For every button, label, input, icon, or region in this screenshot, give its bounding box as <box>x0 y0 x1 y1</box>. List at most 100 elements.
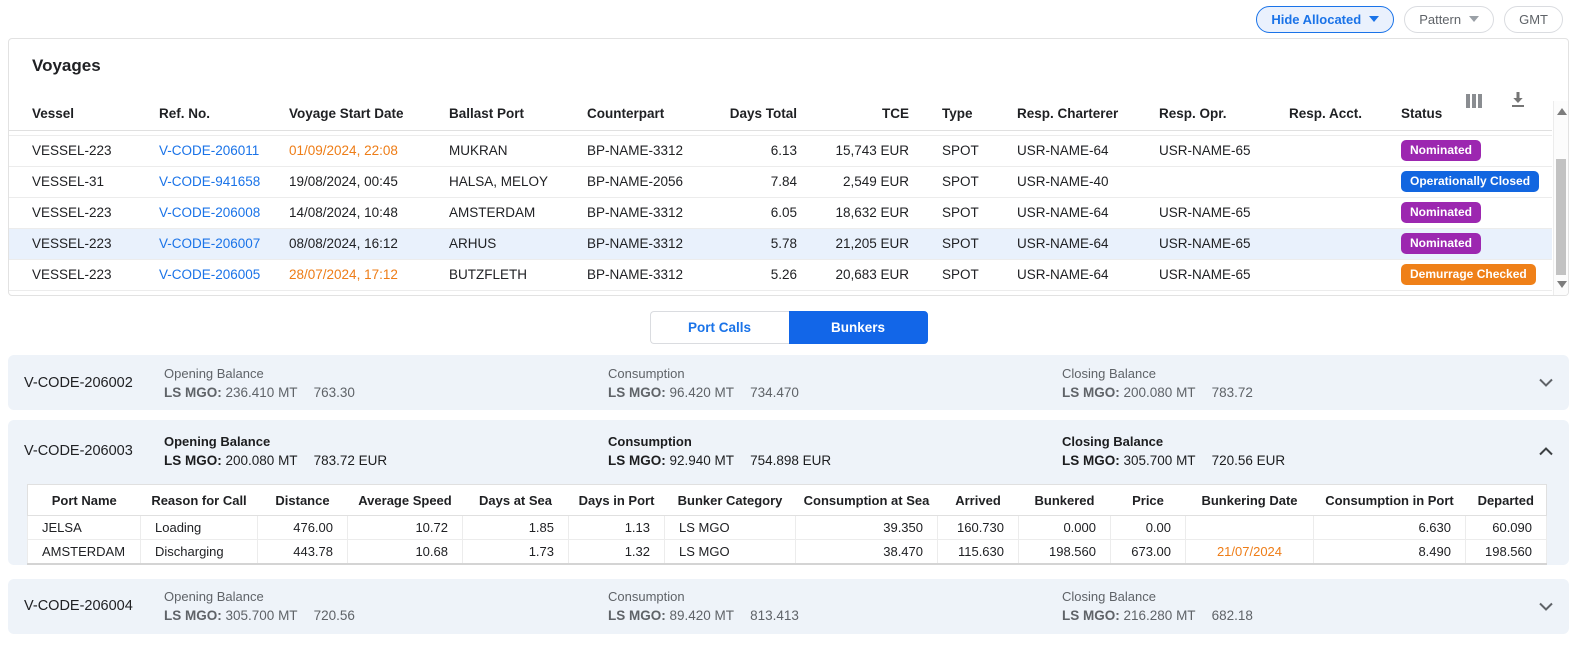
consumption: Consumption LS MGO: 92.940 MT 754.898 EUR <box>608 434 832 468</box>
consumption: Consumption LS MGO: 96.420 MT 734.470 <box>608 365 799 400</box>
column-header-tce: TCE <box>799 97 911 131</box>
resp-charterer-cell: USR-NAME-40 <box>1017 166 1159 198</box>
tab-port-calls[interactable]: Port Calls <box>649 311 789 344</box>
bunker-section-206003: V-CODE-206003 Opening Balance LS MGO: 20… <box>8 420 1569 565</box>
tce-cell: 21,205 EUR <box>799 228 911 260</box>
resp-charterer-cell: USR-NAME-64 <box>1017 228 1159 260</box>
days-total-cell: 5.26 <box>709 259 799 291</box>
price-cell: 0.00 <box>1110 515 1186 540</box>
section-header[interactable]: V-CODE-206003 Opening Balance LS MGO: 20… <box>24 420 1553 482</box>
tab-bunkers[interactable]: Bunkers <box>788 311 928 344</box>
average-speed-cell: 10.72 <box>347 515 463 540</box>
voyage-ref-link[interactable]: V-CODE-206008 <box>159 205 261 220</box>
counterpart-cell: BP-NAME-2056 <box>587 166 709 198</box>
type-cell: SPOT <box>911 259 1017 291</box>
tce-cell: 15,743 EUR <box>799 135 911 167</box>
voyage-ref-link[interactable]: V-CODE-206011 <box>159 143 260 158</box>
voyage-start-date: 28/07/2024, 17:12 <box>289 267 398 282</box>
vessel-cell: VESSEL-31 <box>9 166 159 198</box>
resp-acct-cell <box>1289 228 1401 260</box>
days-total-cell: 6.05 <box>709 197 799 229</box>
days-in-port-cell: 1.32 <box>568 539 665 564</box>
section-header[interactable]: V-CODE-206004 Opening Balance LS MGO: 30… <box>24 579 1553 634</box>
status-badge: Nominated <box>1401 233 1482 254</box>
distance-cell: 443.78 <box>257 539 348 564</box>
table-header-row: Vessel Ref. No. Voyage Start Date Ballas… <box>9 97 1552 131</box>
consumption-in-port-cell: 6.630 <box>1313 515 1466 540</box>
column-header-bunkered: Bunkered <box>1018 484 1111 516</box>
column-header-ballast-port: Ballast Port <box>449 97 587 131</box>
column-header-bunkering-date: Bunkering Date <box>1185 484 1314 516</box>
section-header[interactable]: V-CODE-206002 Opening Balance LS MGO: 23… <box>24 355 1553 410</box>
reason-cell: Discharging <box>140 539 258 564</box>
scroll-thumb[interactable] <box>1556 159 1566 275</box>
status-badge: Nominated <box>1401 202 1482 223</box>
download-icon[interactable] <box>1510 91 1526 111</box>
resp-acct-cell <box>1289 259 1401 291</box>
scroll-down-button[interactable] <box>1557 281 1567 288</box>
vessel-cell: VESSEL-223 <box>9 259 159 291</box>
consumption-in-port-cell: 8.490 <box>1313 539 1466 564</box>
ballast-port-cell: MUKRAN <box>449 135 587 167</box>
columns-icon[interactable] <box>1466 94 1482 108</box>
consumption: Consumption LS MGO: 89.420 MT 813.413 <box>608 589 799 623</box>
table-row[interactable]: VESSEL-31 V-CODE-941658 19/08/2024, 00:4… <box>9 166 1552 198</box>
voyage-ref-link[interactable]: V-CODE-206007 <box>159 236 261 251</box>
column-header-days-at-sea: Days at Sea <box>462 484 569 516</box>
status-badge: Nominated <box>1401 140 1482 161</box>
table-row[interactable]: JELSA Loading 476.00 10.72 1.85 1.13 LS … <box>27 515 1547 540</box>
counterpart-cell: BP-NAME-3312 <box>587 135 709 167</box>
ballast-port-cell: AMSTERDAM <box>449 197 587 229</box>
bunker-section-206004: V-CODE-206004 Opening Balance LS MGO: 30… <box>8 578 1569 634</box>
table-row[interactable]: VESSEL-223 V-CODE-206008 14/08/2024, 10:… <box>9 197 1552 229</box>
bunkered-cell: 198.560 <box>1018 539 1111 564</box>
bunkering-date-cell <box>1185 515 1314 540</box>
consumption-at-sea-cell: 39.350 <box>795 515 938 540</box>
scroll-up-button[interactable] <box>1557 108 1567 115</box>
ballast-port-cell: ARHUS <box>449 228 587 260</box>
column-header-arrived: Arrived <box>937 484 1019 516</box>
closing-balance: Closing Balance LS MGO: 305.700 MT 720.56… <box>1062 434 1286 468</box>
table-row[interactable]: VESSEL-223 V-CODE-206005 28/07/2024, 17:… <box>9 259 1552 291</box>
tce-cell: 20,683 EUR <box>799 259 911 291</box>
port-name-cell: JELSA <box>27 515 141 540</box>
vessel-cell: VESSEL-223 <box>9 135 159 167</box>
resp-opr-cell: USR-NAME-65 <box>1159 259 1289 291</box>
chevron-up-icon[interactable] <box>1539 446 1553 456</box>
chevron-down-icon[interactable] <box>1539 378 1553 387</box>
voyages-panel: Voyages Vessel Ref. No. Voyage Start Dat… <box>8 38 1569 296</box>
column-header-resp-charterer: Resp. Charterer <box>1017 97 1159 131</box>
voyage-start-date: 14/08/2024, 10:48 <box>289 205 398 220</box>
type-cell: SPOT <box>911 228 1017 260</box>
ballast-port-cell: HALSA, MELOY <box>449 166 587 198</box>
bunkered-cell: 0.000 <box>1018 515 1111 540</box>
opening-balance: Opening Balance LS MGO: 236.410 MT 763.30 <box>164 365 355 400</box>
hide-allocated-button[interactable]: Hide Allocated <box>1256 5 1395 33</box>
table-row[interactable]: VESSEL-223 V-CODE-206011 01/09/2024, 22:… <box>9 135 1552 167</box>
gmt-button[interactable]: GMT <box>1504 5 1563 33</box>
type-cell: SPOT <box>911 166 1017 198</box>
column-header-average-speed: Average Speed <box>347 484 463 516</box>
table-row-selected[interactable]: VESSEL-223 V-CODE-206007 08/08/2024, 16:… <box>9 228 1552 260</box>
opening-balance: Opening Balance LS MGO: 200.080 MT 783.72… <box>164 434 388 468</box>
vessel-cell: VESSEL-223 <box>9 197 159 229</box>
days-total-cell: 6.13 <box>709 135 799 167</box>
table-row[interactable]: AMSTERDAM Discharging 443.78 10.68 1.73 … <box>27 539 1547 564</box>
resp-acct-cell <box>1289 135 1401 167</box>
column-header-ref-no: Ref. No. <box>159 97 289 131</box>
column-header-counterpart: Counterpart <box>587 97 709 131</box>
chevron-down-icon[interactable] <box>1539 602 1553 611</box>
scrollbar[interactable] <box>1553 101 1568 295</box>
status-badge: Demurrage Checked <box>1401 264 1536 285</box>
opening-balance: Opening Balance LS MGO: 305.700 MT 720.56 <box>164 589 355 623</box>
voyage-ref-link[interactable]: V-CODE-941658 <box>159 174 261 189</box>
voyage-ref-link[interactable]: V-CODE-206005 <box>159 267 261 282</box>
column-header-departed: Departed <box>1465 484 1547 516</box>
type-cell: SPOT <box>911 135 1017 167</box>
bunker-category-cell: LS MGO <box>664 515 796 540</box>
resp-charterer-cell: USR-NAME-64 <box>1017 135 1159 167</box>
counterpart-cell: BP-NAME-3312 <box>587 197 709 229</box>
top-toolbar: Hide Allocated Pattern GMT <box>0 0 1577 38</box>
pattern-button[interactable]: Pattern <box>1404 5 1495 33</box>
column-header-days-in-port: Days in Port <box>568 484 665 516</box>
